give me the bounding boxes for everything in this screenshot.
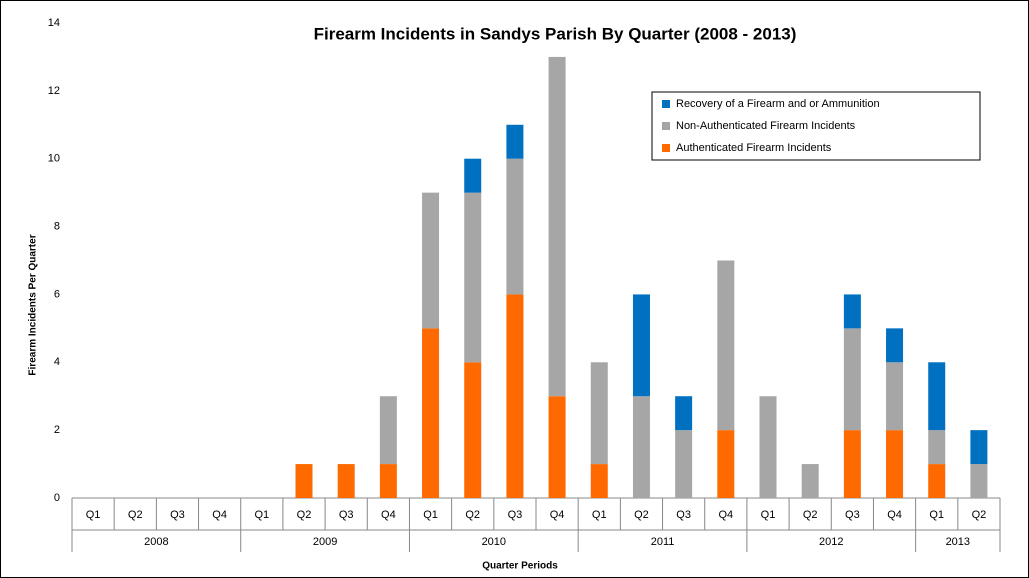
bar-segment: [970, 430, 988, 465]
x-tick-label: Q2: [972, 509, 987, 521]
x-tick-label: Q1: [423, 509, 438, 521]
bar-segment: [506, 294, 524, 498]
x-tick-label: Q4: [887, 509, 902, 521]
bar-segment: [632, 294, 650, 397]
bar-segment: [632, 396, 650, 498]
bar-segment: [843, 328, 861, 431]
bar-segment: [590, 362, 608, 465]
bar-segment: [970, 464, 988, 498]
bar-segment: [675, 430, 693, 498]
bar-segment: [464, 192, 482, 363]
bar-segment: [928, 464, 946, 498]
x-tick-label: Q4: [718, 509, 733, 521]
y-axis-title: Firearm Incidents Per Quarter: [28, 234, 39, 375]
x-tick-label: Q3: [170, 509, 185, 521]
x-tick-label: Q4: [381, 509, 396, 521]
bar-segment: [422, 328, 440, 498]
x-tick-label: Q4: [212, 509, 227, 521]
x-group-label: 2008: [144, 536, 168, 548]
y-tick-label: 0: [54, 492, 60, 504]
bar-segment: [379, 464, 397, 498]
x-axis-title: Quarter Periods: [482, 561, 558, 572]
x-tick-label: Q2: [128, 509, 143, 521]
bar-segment: [928, 430, 946, 465]
bar-segment: [886, 328, 904, 363]
bar-segment: [506, 158, 524, 295]
bar-segment: [843, 430, 861, 498]
x-tick-label: Q1: [761, 509, 776, 521]
x-tick-label: Q1: [929, 509, 944, 521]
bar-segment: [337, 464, 355, 498]
legend-label: Non-Authenticated Firearm Incidents: [676, 120, 856, 132]
x-group-label: 2010: [482, 536, 506, 548]
x-tick-label: Q2: [634, 509, 649, 521]
bar-segment: [717, 260, 735, 431]
bar-segment: [295, 464, 313, 498]
x-tick-label: Q3: [676, 509, 691, 521]
bar-segment: [548, 56, 566, 397]
bar-segment: [422, 192, 440, 329]
x-tick-label: Q2: [297, 509, 312, 521]
bar-segment: [759, 396, 777, 498]
legend-swatch: [662, 100, 670, 108]
x-tick-label: Q2: [465, 509, 480, 521]
bar-segment: [590, 464, 608, 498]
bar-segment: [464, 158, 482, 193]
y-tick-label: 6: [54, 288, 60, 300]
x-group-label: 2013: [946, 536, 970, 548]
chart-title: Firearm Incidents in Sandys Parish By Qu…: [314, 24, 797, 43]
bar-segment: [801, 464, 819, 498]
x-tick-label: Q3: [845, 509, 860, 521]
bar-segment: [886, 430, 904, 498]
bar-segment: [506, 124, 524, 159]
y-tick-label: 2: [54, 424, 60, 436]
y-tick-label: 8: [54, 220, 60, 232]
bar-segment: [548, 396, 566, 498]
x-group-label: 2012: [819, 536, 843, 548]
x-tick-label: Q1: [86, 509, 101, 521]
y-tick-label: 10: [48, 153, 60, 165]
bar-segment: [843, 294, 861, 329]
y-tick-label: 14: [48, 17, 60, 29]
y-tick-label: 12: [48, 85, 60, 97]
legend-swatch: [662, 122, 670, 130]
x-tick-label: Q4: [550, 509, 565, 521]
x-group-label: 2009: [313, 536, 337, 548]
legend-label: Recovery of a Firearm and or Ammunition: [676, 98, 880, 110]
x-tick-label: Q3: [508, 509, 523, 521]
legend-box: [651, 91, 981, 161]
x-tick-label: Q1: [592, 509, 607, 521]
x-tick-label: Q3: [339, 509, 354, 521]
bar-segment: [379, 396, 397, 465]
legend-label: Authenticated Firearm Incidents: [676, 142, 832, 154]
bar-segment: [928, 362, 946, 431]
y-tick-label: 4: [54, 356, 60, 368]
x-tick-label: Q1: [254, 509, 269, 521]
x-group-label: 2011: [651, 536, 675, 548]
bar-segment: [464, 362, 482, 498]
bar-segment: [886, 362, 904, 431]
x-tick-label: Q2: [803, 509, 818, 521]
bar-segment: [717, 430, 735, 498]
legend-swatch: [662, 144, 670, 152]
bar-segment: [675, 396, 693, 431]
